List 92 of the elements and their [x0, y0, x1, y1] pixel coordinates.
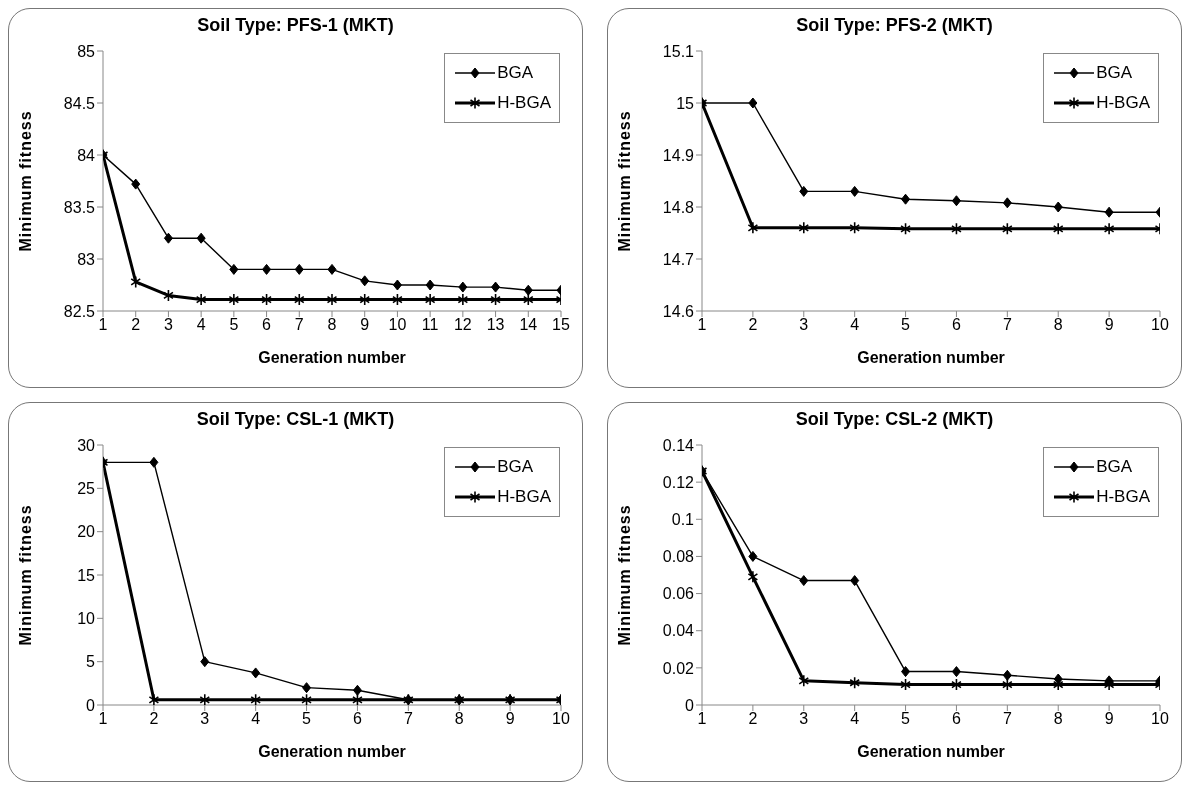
y-tick-label: 15.1 [662, 42, 695, 60]
y-tick-label: 82.5 [63, 302, 96, 320]
chart-title: Soil Type: PFS-2 (MKT) [795, 15, 994, 37]
x-tick-label: 9 [360, 316, 370, 334]
y-tick-label: 14.7 [662, 250, 695, 268]
x-tick-label: 5 [901, 316, 911, 334]
x-tick-label: 5 [229, 316, 239, 334]
x-tick-label: 2 [748, 710, 758, 728]
y-tick-label: 0 [685, 696, 695, 714]
y-tick-label: 84 [77, 146, 96, 164]
x-tick-label: 10 [552, 710, 570, 728]
x-tick-label: 10 [1151, 710, 1169, 728]
y-axis-title: Minimum fitness [615, 110, 633, 252]
legend-label: BGA [497, 63, 534, 83]
x-tick-label: 6 [262, 316, 272, 334]
x-tick-label: 3 [799, 710, 809, 728]
x-tick-label: 5 [302, 710, 312, 728]
legend-label: H-BGA [497, 93, 551, 113]
x-axis-title: Generation number [258, 743, 406, 760]
x-tick-label: 7 [1002, 710, 1012, 728]
x-tick-label: 3 [163, 316, 173, 334]
x-tick-label: 8 [1053, 710, 1063, 728]
legend-label: H-BGA [1096, 487, 1150, 507]
x-tick-label: 5 [901, 710, 911, 728]
x-tick-label: 7 [403, 710, 413, 728]
x-tick-label: 2 [748, 316, 758, 334]
y-tick-label: 14.9 [662, 146, 695, 164]
x-tick-label: 4 [196, 316, 206, 334]
y-tick-label: 0.12 [662, 473, 695, 491]
y-tick-label: 14.8 [662, 198, 695, 216]
y-tick-label: 0 [86, 696, 96, 714]
legend-label: H-BGA [1096, 93, 1150, 113]
y-axis-title: Minimum fitness [615, 504, 633, 646]
x-tick-label: 7 [1002, 316, 1012, 334]
x-axis-title: Generation number [857, 349, 1005, 366]
x-tick-label: 8 [1053, 316, 1063, 334]
chart-title: Soil Type: CSL-1 (MKT) [195, 409, 396, 431]
x-tick-label: 6 [951, 316, 961, 334]
y-tick-label: 5 [86, 653, 96, 671]
y-tick-label: 20 [77, 523, 96, 541]
x-tick-label: 9 [505, 710, 515, 728]
chart-title: Soil Type: PFS-1 (MKT) [196, 15, 395, 37]
x-tick-label: 10 [1151, 316, 1169, 334]
y-tick-label: 0.02 [662, 659, 695, 677]
x-tick-label: 10 [388, 316, 407, 334]
x-tick-label: 8 [327, 316, 337, 334]
x-tick-label: 6 [352, 710, 362, 728]
y-tick-label: 0.06 [662, 585, 695, 603]
x-tick-label: 9 [1104, 316, 1114, 334]
x-tick-label: 2 [131, 316, 141, 334]
y-tick-label: 0.1 [671, 510, 695, 528]
x-tick-label: 4 [850, 316, 860, 334]
x-tick-label: 4 [251, 710, 261, 728]
y-axis-title: Minimum fitness [16, 504, 34, 646]
y-tick-label: 0.14 [662, 436, 695, 454]
chart-title: Soil Type: CSL-2 (MKT) [794, 409, 995, 431]
x-tick-label: 12 [453, 316, 472, 334]
y-tick-label: 83.5 [63, 198, 96, 216]
y-tick-label: 14.6 [662, 302, 695, 320]
y-tick-label: 10 [77, 610, 96, 628]
y-tick-label: 30 [77, 436, 96, 454]
legend-label: H-BGA [497, 487, 551, 507]
y-tick-label: 15 [676, 94, 695, 112]
legend-label: BGA [497, 457, 534, 477]
x-tick-label: 3 [200, 710, 210, 728]
x-tick-label: 1 [697, 710, 707, 728]
legend-label: BGA [1096, 63, 1133, 83]
x-tick-label: 11 [421, 316, 439, 334]
y-tick-label: 85 [77, 42, 96, 60]
x-tick-label: 13 [486, 316, 505, 334]
x-tick-label: 9 [1104, 710, 1114, 728]
x-tick-label: 14 [519, 316, 538, 334]
x-tick-label: 3 [799, 316, 809, 334]
y-tick-label: 83 [77, 250, 96, 268]
y-tick-label: 84.5 [63, 94, 96, 112]
x-tick-label: 1 [98, 316, 108, 334]
x-tick-label: 15 [552, 316, 570, 334]
x-axis-title: Generation number [258, 349, 406, 366]
y-tick-label: 0.04 [662, 622, 695, 640]
x-tick-label: 1 [98, 710, 108, 728]
x-axis-title: Generation number [857, 743, 1005, 760]
legend-label: BGA [1096, 457, 1133, 477]
y-tick-label: 0.08 [662, 548, 695, 566]
y-tick-label: 25 [77, 480, 96, 498]
x-tick-label: 1 [697, 316, 707, 334]
x-tick-label: 7 [294, 316, 304, 334]
x-tick-label: 4 [850, 710, 860, 728]
x-tick-label: 6 [951, 710, 961, 728]
y-tick-label: 15 [77, 566, 96, 584]
y-axis-title: Minimum fitness [16, 110, 34, 252]
x-tick-label: 2 [149, 710, 159, 728]
x-tick-label: 8 [454, 710, 464, 728]
